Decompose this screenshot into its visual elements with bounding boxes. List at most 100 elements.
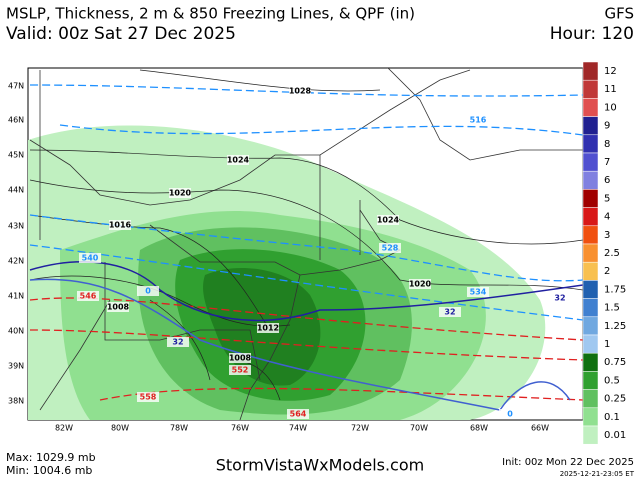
contour-label-bg bbox=[379, 243, 401, 253]
lat-label: 38N bbox=[8, 397, 24, 406]
contour-label-bg bbox=[409, 279, 431, 289]
colorbar-label: 1 bbox=[604, 339, 610, 350]
isobars bbox=[29, 69, 583, 401]
contour-label: 552 bbox=[232, 366, 249, 375]
contour-label-bg bbox=[137, 286, 159, 296]
colorbar-swatch bbox=[582, 334, 599, 354]
lon-label: 82W bbox=[55, 424, 73, 433]
colorbar-swatch bbox=[582, 134, 599, 154]
lat-label: 44N bbox=[8, 186, 24, 195]
init-time: Init: 00z Mon 22 Dec 2025 bbox=[502, 457, 634, 468]
contour-label-bg bbox=[499, 409, 521, 419]
colorbar-swatch bbox=[582, 116, 599, 136]
colorbar-label: 3 bbox=[604, 230, 610, 241]
colorbar-label: 7 bbox=[604, 157, 610, 168]
contour-label-bg bbox=[107, 302, 129, 312]
contour-label-bg bbox=[169, 188, 191, 198]
colorbar-label: 0.1 bbox=[604, 412, 620, 423]
contour-label-bg bbox=[439, 307, 461, 317]
colorbar: 12 11 10 9 8 7 6 5 4 3 2.5 2 1.75 1.5 1.25 1 0.75 0.5 0.25… bbox=[582, 61, 626, 445]
contour-label-bg bbox=[377, 215, 399, 225]
colorbar-label: 1.5 bbox=[604, 303, 620, 314]
colorbar-label: 2.5 bbox=[604, 248, 620, 259]
borders bbox=[29, 68, 583, 420]
contour-label: 1024 bbox=[377, 216, 400, 225]
contour-label: 1016 bbox=[109, 221, 132, 230]
lon-label: 68W bbox=[470, 424, 488, 433]
contour-label-bg bbox=[109, 220, 131, 230]
contour-label-bg bbox=[77, 291, 99, 301]
colorbar-label: 12 bbox=[604, 66, 617, 77]
contour-label: 32 bbox=[444, 308, 455, 317]
contour-label: 32 bbox=[172, 338, 183, 347]
lon-label: 72W bbox=[351, 424, 369, 433]
colorbar-swatch bbox=[582, 261, 599, 281]
contour-label: 1020 bbox=[409, 280, 432, 289]
contour-label: 1020 bbox=[169, 189, 192, 198]
colorbar-swatch bbox=[582, 152, 599, 172]
lat-label: 46N bbox=[8, 116, 24, 125]
colorbar-label: 0.25 bbox=[604, 394, 626, 405]
valid-time: Valid: 00z Sat 27 Dec 2025 bbox=[6, 24, 236, 44]
contour-label-bg bbox=[227, 155, 249, 165]
lon-label: 80W bbox=[111, 424, 129, 433]
contour-label-bg bbox=[467, 287, 489, 297]
colorbar-label: 8 bbox=[604, 139, 610, 150]
colorbar-label: 11 bbox=[604, 84, 617, 95]
contour-label-bg bbox=[167, 337, 189, 347]
colorbar-swatch bbox=[582, 316, 599, 336]
colorbar-swatch bbox=[582, 425, 599, 445]
contour-label: 528 bbox=[382, 244, 399, 253]
contour-label: 1012 bbox=[257, 324, 279, 333]
colorbar-label: 0.01 bbox=[604, 430, 626, 441]
contour-label: 1028 bbox=[289, 87, 312, 96]
colorbar-label: 5 bbox=[604, 193, 610, 204]
colorbar-label: 1.75 bbox=[604, 284, 626, 295]
thickness-blue bbox=[29, 84, 583, 321]
colorbar-swatch bbox=[582, 207, 599, 227]
contour-label: 540 bbox=[82, 254, 99, 263]
contour-label: 32 bbox=[554, 294, 565, 303]
title: MSLP, Thickness, 2 m & 850 Freezing Line… bbox=[6, 5, 415, 23]
thickness-red bbox=[29, 297, 583, 401]
colorbar-swatch bbox=[582, 170, 599, 190]
colorbar-label: 1.25 bbox=[604, 321, 626, 332]
contour-label-bg bbox=[289, 86, 311, 96]
contour-label: 534 bbox=[470, 288, 487, 297]
colorbar-swatch bbox=[582, 98, 599, 117]
colorbar-swatch bbox=[582, 298, 599, 318]
colorbar-label: 6 bbox=[604, 175, 610, 186]
colorbar-swatch bbox=[582, 189, 599, 208]
contour-label: 0 bbox=[507, 410, 513, 419]
contour-label-bg bbox=[79, 253, 101, 263]
contour-label-bg bbox=[257, 323, 279, 333]
lat-label: 40N bbox=[8, 327, 24, 336]
colorbar-label: 9 bbox=[604, 121, 610, 132]
contour-label: 558 bbox=[140, 393, 157, 402]
site: StormVistaWxModels.com bbox=[216, 456, 424, 475]
colorbar-swatch bbox=[582, 61, 599, 81]
colorbar-swatch bbox=[582, 371, 599, 390]
colorbar-swatch bbox=[582, 225, 599, 245]
contour-label: 1008 bbox=[229, 354, 252, 363]
contour-label-bg bbox=[229, 365, 251, 375]
colorbar-label: 0.75 bbox=[604, 357, 626, 368]
colorbar-swatch bbox=[582, 352, 599, 372]
colorbar-swatch bbox=[582, 407, 599, 427]
contour-label: 1024 bbox=[227, 156, 250, 165]
contour-label: 1008 bbox=[107, 303, 130, 312]
colorbar-label: 0.5 bbox=[604, 375, 620, 386]
colorbar-swatch bbox=[582, 79, 599, 99]
colorbar-swatch bbox=[582, 280, 599, 299]
model: GFS bbox=[604, 5, 634, 23]
contour-label-bg bbox=[287, 409, 309, 419]
contour-label: 516 bbox=[470, 116, 487, 125]
lon-label: 70W bbox=[410, 424, 428, 433]
colorbar-label: 2 bbox=[604, 266, 610, 277]
colorbar-swatch bbox=[582, 243, 599, 263]
contour-label-bg bbox=[549, 293, 571, 303]
min-pressure: Min: 1004.6 mb bbox=[6, 464, 92, 477]
contour-label-bg bbox=[137, 392, 159, 402]
lat-label: 45N bbox=[8, 151, 24, 160]
